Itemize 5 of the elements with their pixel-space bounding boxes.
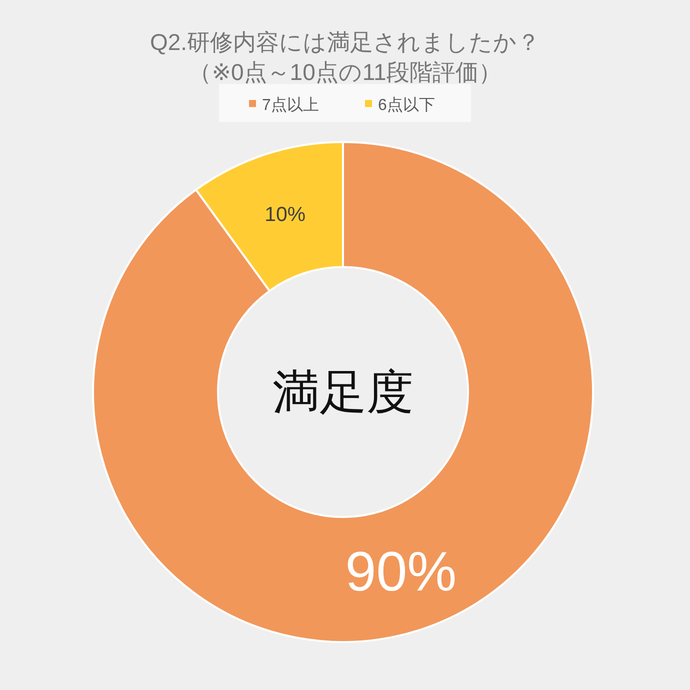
subtitle: （※0点～10点の11段階評価） — [188, 59, 502, 85]
annotation: 満足度 — [272, 365, 414, 418]
legend-label: 6点以下 — [378, 97, 435, 114]
legend-label: 7点以上 — [262, 97, 319, 114]
title: Q2.研修内容には満足されましたか？ — [150, 29, 540, 55]
